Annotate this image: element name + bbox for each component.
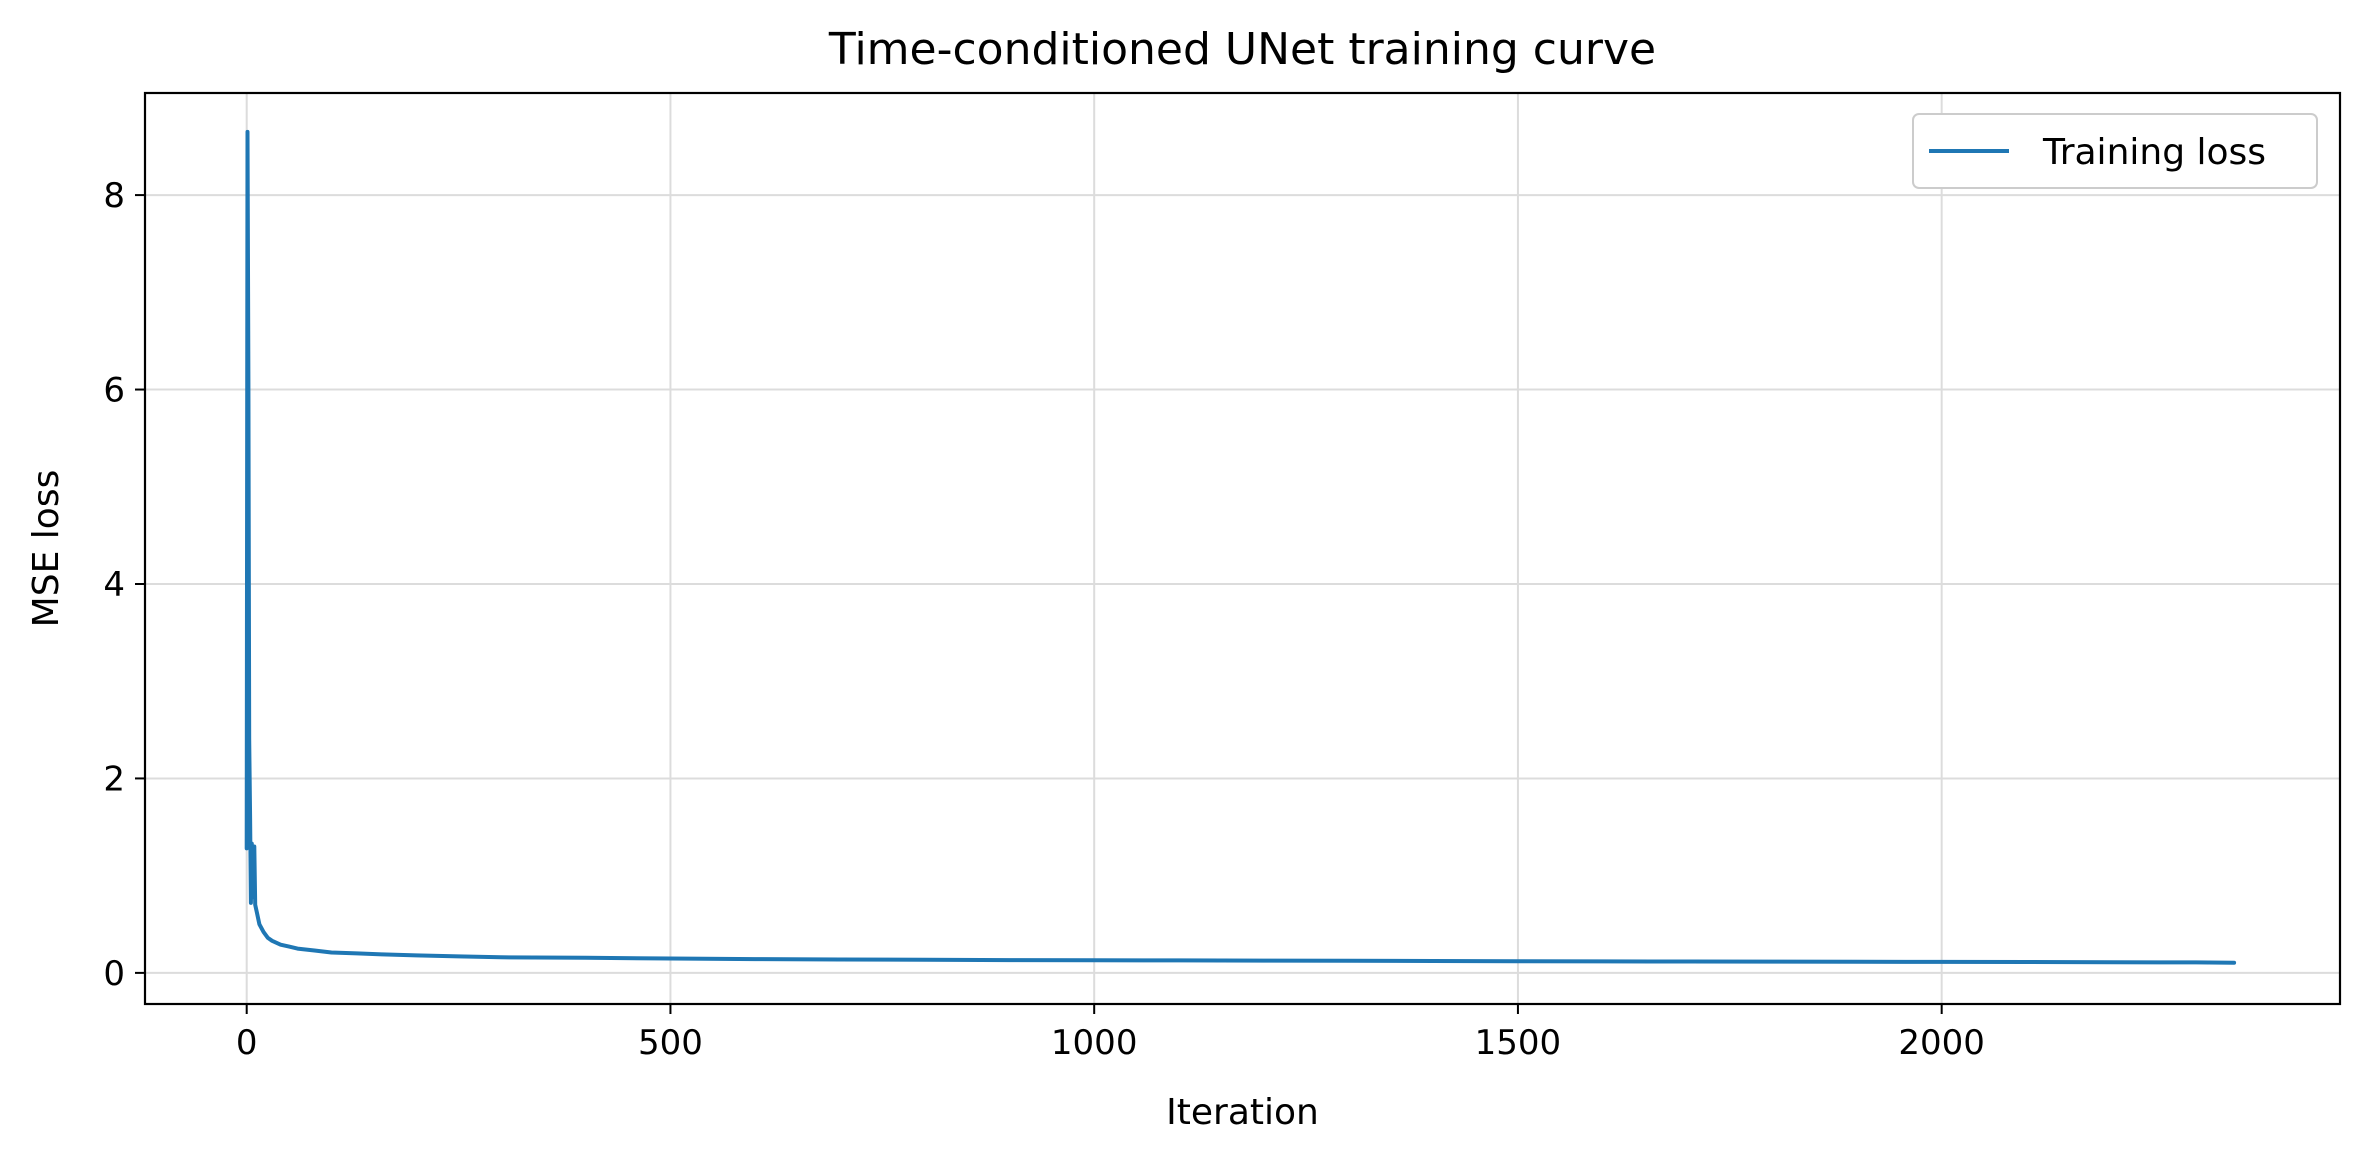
x-tick-label: 0 — [236, 1023, 258, 1063]
x-tick-label: 500 — [638, 1023, 703, 1063]
x-tick-label: 1000 — [1051, 1023, 1138, 1063]
y-tick-label: 8 — [103, 176, 125, 216]
chart-title: Time-conditioned UNet training curve — [828, 24, 1656, 75]
y-axis-ticks: 0 2 4 6 8 — [103, 176, 145, 994]
x-tick-label: 1500 — [1475, 1023, 1562, 1063]
y-axis-label: MSE loss — [26, 470, 67, 628]
legend-label-training-loss: Training loss — [2042, 132, 2266, 173]
x-axis-label: Iteration — [1166, 1092, 1319, 1133]
x-axis-ticks: 0 500 1000 1500 2000 — [236, 1004, 1985, 1063]
series-line-training-loss — [244, 129, 2237, 965]
legend: Training loss — [1912, 113, 2318, 189]
y-tick-label: 6 — [103, 371, 125, 411]
legend-box — [1912, 113, 2318, 189]
x-tick-label: 2000 — [1898, 1023, 1985, 1063]
plot-frame — [143, 91, 2342, 1006]
grid-lines — [145, 93, 2340, 1004]
series-layer — [244, 129, 2237, 965]
y-tick-label: 4 — [103, 565, 125, 605]
y-tick-label: 2 — [103, 759, 125, 799]
y-tick-label: 0 — [103, 954, 125, 994]
